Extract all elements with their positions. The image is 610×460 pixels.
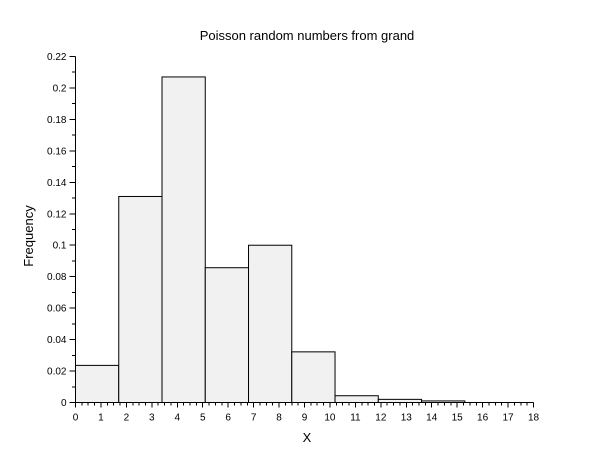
histogram-bar bbox=[204, 267, 250, 404]
histogram-bar bbox=[161, 76, 206, 403]
histogram-bar bbox=[75, 364, 120, 403]
x-tick-label: 4 bbox=[174, 413, 180, 424]
x-tick-label: 9 bbox=[302, 413, 308, 424]
x-tick-label: 5 bbox=[200, 413, 206, 424]
y-tick-label: 0.16 bbox=[47, 146, 67, 157]
x-tick-label: 0 bbox=[73, 413, 79, 424]
y-tick-label: 0.12 bbox=[47, 209, 67, 220]
histogram-bar bbox=[291, 351, 336, 404]
x-tick-label: 12 bbox=[375, 413, 387, 424]
x-tick-label: 6 bbox=[225, 413, 231, 424]
x-tick-label: 3 bbox=[149, 413, 155, 424]
x-axis-label: X bbox=[303, 430, 312, 445]
x-tick-label: 11 bbox=[350, 413, 361, 424]
x-tick-label: 17 bbox=[502, 413, 514, 424]
y-tick-label: 0.08 bbox=[47, 272, 67, 283]
ticks-group bbox=[69, 56, 534, 408]
chart-title: Poisson random numbers from grand bbox=[200, 28, 415, 43]
x-tick-label: 2 bbox=[124, 413, 130, 424]
x-tick-label: 18 bbox=[528, 413, 540, 424]
tick-labels-group: 0 1 2 3 4 5 6 7 8 9 10 11 12 13 14 15 16 17 1800.020.040.0… bbox=[47, 52, 539, 424]
y-tick-label: 0.02 bbox=[47, 367, 67, 378]
x-tick-label: 8 bbox=[276, 413, 282, 424]
histogram-bar bbox=[334, 395, 379, 404]
histogram-bar bbox=[118, 195, 163, 403]
x-tick-label: 13 bbox=[401, 413, 413, 424]
y-tick-label: 0.22 bbox=[47, 52, 67, 63]
y-tick-label: 0.06 bbox=[47, 304, 67, 315]
histogram-bar bbox=[248, 244, 293, 403]
y-tick-label: 0.1 bbox=[53, 241, 67, 252]
x-tick-label: 16 bbox=[477, 413, 489, 424]
y-tick-label: 0.2 bbox=[53, 83, 67, 94]
x-tick-label: 10 bbox=[324, 413, 336, 424]
x-tick-label: 14 bbox=[426, 413, 438, 424]
y-axis-label: Frequency bbox=[21, 205, 36, 267]
y-tick-label: 0.18 bbox=[47, 115, 67, 126]
y-tick-label: 0 bbox=[61, 398, 67, 409]
x-tick-label: 1 bbox=[98, 413, 104, 424]
y-tick-label: 0.14 bbox=[47, 178, 67, 189]
y-tick-label: 0.04 bbox=[47, 335, 67, 346]
bars-group bbox=[75, 76, 466, 404]
x-tick-label: 7 bbox=[251, 413, 257, 424]
x-tick-label: 15 bbox=[452, 413, 464, 424]
